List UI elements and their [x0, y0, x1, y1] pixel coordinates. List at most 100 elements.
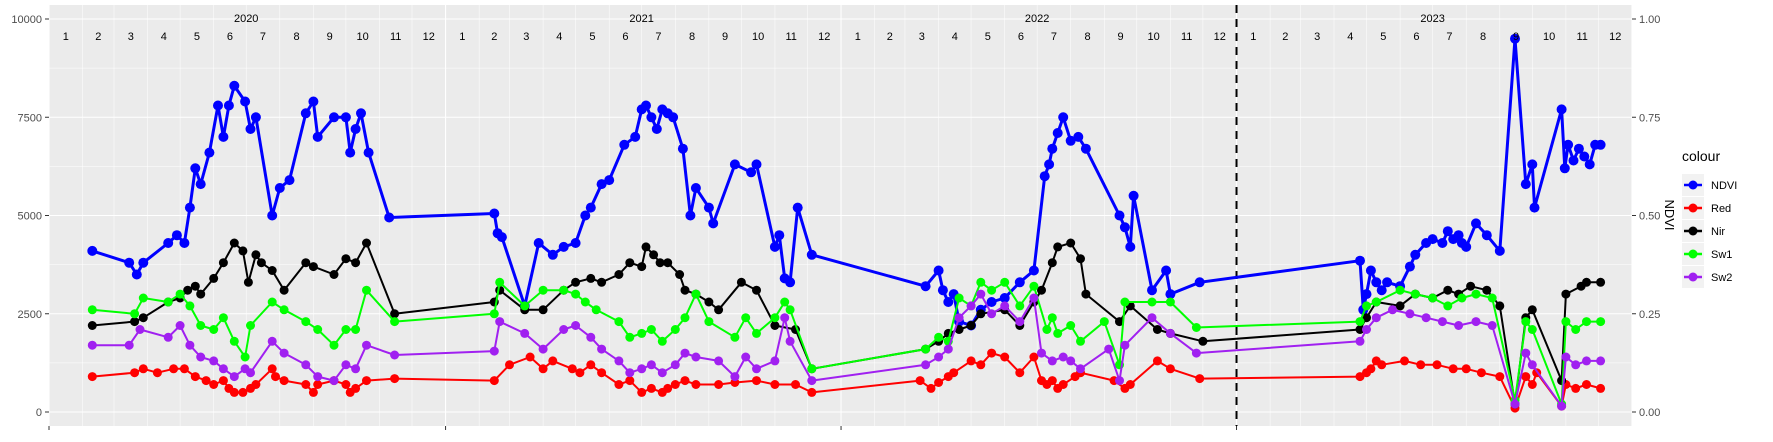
month-label: 8 [294, 31, 300, 43]
data-point-ndvi [267, 210, 278, 221]
data-point-sw2 [341, 360, 351, 370]
month-label: 6 [227, 31, 233, 43]
data-point-nir [1115, 317, 1124, 327]
data-point-red [752, 376, 761, 386]
month-label: 5 [589, 31, 595, 43]
data-point-red [1400, 356, 1409, 366]
month-label: 8 [1480, 31, 1486, 43]
data-point-ndvi [363, 147, 374, 158]
data-point-red [1152, 356, 1162, 366]
data-point-red [238, 387, 248, 397]
data-point-sw2 [1066, 356, 1076, 366]
data-point-sw2 [362, 340, 371, 350]
month-label: 10 [1543, 31, 1555, 43]
data-point-nir [1443, 285, 1453, 295]
series-line-nir [92, 242, 1601, 406]
data-point-ndvi [1453, 230, 1464, 241]
data-point-ndvi [703, 202, 714, 213]
data-point-sw2 [921, 360, 931, 370]
data-point-red [575, 368, 585, 378]
data-point-ndvi [580, 210, 591, 221]
data-point-ndvi [937, 285, 948, 296]
legend-label-sw2: Sw2 [1711, 272, 1732, 284]
data-point-ndvi [619, 139, 630, 150]
data-point-sw2 [987, 309, 997, 319]
series-red [87, 348, 1606, 413]
month-label: 2 [95, 31, 101, 43]
data-point-nir [1495, 301, 1505, 311]
data-point-red [1582, 380, 1591, 389]
data-point-sw1 [489, 309, 499, 319]
data-point-ndvi [1437, 238, 1448, 248]
data-point-ndvi [1028, 265, 1039, 276]
data-point-ndvi [384, 212, 395, 223]
data-point-red [966, 356, 976, 366]
y-axis-right-label: NDVI [1662, 199, 1677, 230]
series-layer [87, 33, 1606, 413]
data-point-ndvi [1510, 33, 1520, 44]
data-point-red [1596, 383, 1606, 393]
data-point-sw1 [267, 297, 277, 307]
data-point-red [807, 387, 817, 397]
data-point-nir [256, 258, 266, 268]
data-point-ndvi [163, 238, 174, 248]
data-point-sw2 [571, 321, 581, 330]
data-point-ndvi [1563, 139, 1574, 150]
data-point-red [1571, 383, 1581, 393]
data-point-red [229, 387, 239, 397]
data-point-red [1495, 372, 1505, 382]
data-point-sw1 [1395, 285, 1405, 295]
data-point-sw1 [1165, 297, 1175, 307]
y-right-tick-label: 0.25 [1639, 309, 1660, 321]
legend-label-nir: Nir [1711, 226, 1725, 238]
month-label: 11 [390, 31, 401, 43]
data-point-sw2 [489, 346, 499, 356]
data-point-red [625, 376, 635, 386]
data-point-ndvi [1461, 241, 1472, 252]
data-point-sw2 [538, 344, 548, 354]
data-point-ndvi [1128, 190, 1139, 201]
data-point-nir [1582, 277, 1591, 287]
data-point-sw1 [646, 325, 656, 334]
data-point-sw1 [1099, 317, 1109, 327]
data-point-sw2 [1147, 313, 1157, 323]
data-point-ndvi [999, 293, 1010, 303]
data-point-ndvi [356, 108, 366, 119]
data-point-red [251, 380, 261, 389]
data-point-red [1125, 380, 1135, 389]
data-point-red [915, 376, 925, 386]
data-point-sw2 [185, 340, 195, 350]
data-point-red [351, 383, 361, 393]
data-point-ndvi [690, 183, 701, 193]
year-label: 2023 [1420, 13, 1444, 25]
data-point-sw2 [625, 368, 635, 378]
data-point-sw2 [780, 313, 790, 323]
data-point-sw2 [209, 356, 219, 366]
data-point-ndvi [933, 265, 944, 276]
data-point-red [976, 360, 986, 370]
data-point-sw1 [807, 364, 817, 374]
data-point-ndvi [496, 232, 507, 243]
month-label: 6 [1413, 31, 1419, 43]
data-point-sw2 [646, 360, 656, 370]
data-point-ndvi [1382, 277, 1393, 288]
data-point-red [201, 376, 211, 386]
data-point-red [390, 374, 400, 384]
data-point-sw1 [209, 325, 219, 334]
data-point-nir [308, 262, 318, 272]
data-point-ndvi [1058, 112, 1069, 123]
data-point-sw1 [390, 317, 400, 327]
data-point-red [926, 383, 936, 393]
data-point-sw2 [329, 376, 339, 386]
data-point-ndvi [785, 277, 796, 288]
data-point-sw2 [1471, 317, 1481, 327]
data-point-sw2 [966, 301, 976, 311]
data-point-nir [243, 277, 253, 287]
data-point-ndvi [489, 208, 500, 219]
data-point-ndvi [1047, 143, 1058, 154]
data-point-sw1 [362, 285, 371, 295]
data-point-sw2 [1487, 321, 1497, 330]
month-label: 3 [1314, 31, 1320, 43]
month-label: 4 [556, 31, 562, 43]
data-point-sw2 [163, 332, 173, 342]
